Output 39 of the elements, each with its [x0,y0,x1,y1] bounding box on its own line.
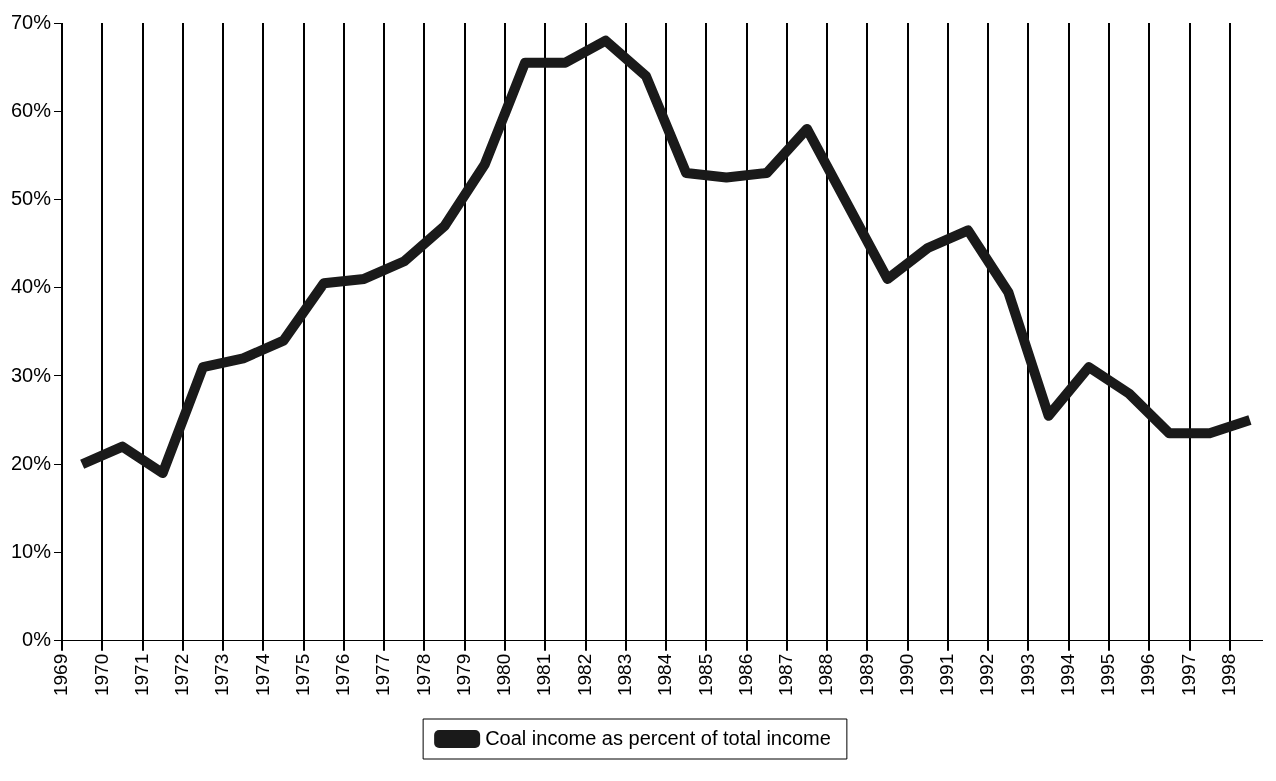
x-tick-label: 1993 [1016,653,1038,697]
x-tick-label: 1982 [573,653,595,697]
x-tick-label: 1988 [815,653,837,697]
y-tick-label: 10% [11,540,52,562]
x-tick-label: 1970 [90,653,112,697]
x-tick-label: 1995 [1097,653,1119,697]
x-tick-label: 1980 [493,653,515,697]
x-tick-label: 1989 [855,653,877,697]
y-tick-label: 0% [22,628,52,651]
x-tick-label: 1984 [654,653,676,697]
x-tick-label: 1998 [1218,653,1240,697]
x-tick-label: 1996 [1137,653,1159,697]
x-tick-label: 1997 [1177,653,1199,697]
x-tick-label: 1986 [734,653,756,697]
x-tick-label: 1978 [412,653,434,697]
y-tick-label: 30% [11,363,52,386]
x-tick-label: 1983 [614,653,636,697]
x-tick-label: 1971 [130,653,152,697]
x-tick-label: 1987 [775,653,797,697]
y-tick-label: 20% [11,451,52,474]
x-tick-label: 1974 [251,653,273,697]
x-tick-label: 1977 [372,653,394,697]
y-tick-label: 40% [11,275,52,298]
x-tick-label: 1985 [694,653,716,697]
x-tick-label: 1976 [332,653,354,697]
x-tick-label: 1994 [1056,653,1078,697]
x-tick-label: 1981 [533,653,555,697]
x-tick-label: 1991 [936,653,958,697]
legend-label: Coal income as percent of total income [485,726,831,749]
y-tick-label: 50% [11,187,52,210]
x-tick-label: 1973 [211,653,233,697]
x-tick-label: 1992 [976,653,998,697]
x-tick-label: 1969 [50,653,72,697]
x-tick-label: 1979 [452,653,474,697]
x-tick-label: 1990 [895,653,917,697]
x-tick-label: 1972 [171,653,193,697]
x-tick-label: 1975 [291,653,313,697]
y-tick-label: 70% [11,10,52,33]
y-tick-label: 60% [11,98,52,121]
